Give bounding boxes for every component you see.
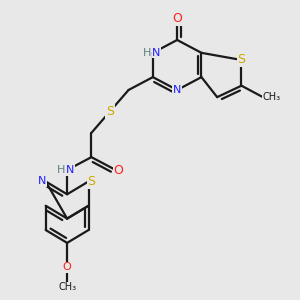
Text: N: N	[173, 85, 181, 95]
Text: H: H	[57, 165, 65, 175]
Text: CH₃: CH₃	[58, 282, 76, 292]
Text: N: N	[152, 48, 160, 58]
Text: O: O	[172, 12, 182, 25]
Text: N: N	[38, 176, 46, 186]
Text: CH₃: CH₃	[262, 92, 280, 102]
Text: S: S	[87, 175, 95, 188]
Text: S: S	[238, 53, 245, 67]
Text: O: O	[114, 164, 124, 176]
Text: O: O	[63, 262, 71, 272]
Text: N: N	[66, 165, 75, 175]
Text: S: S	[106, 105, 114, 118]
Text: H: H	[142, 48, 151, 58]
